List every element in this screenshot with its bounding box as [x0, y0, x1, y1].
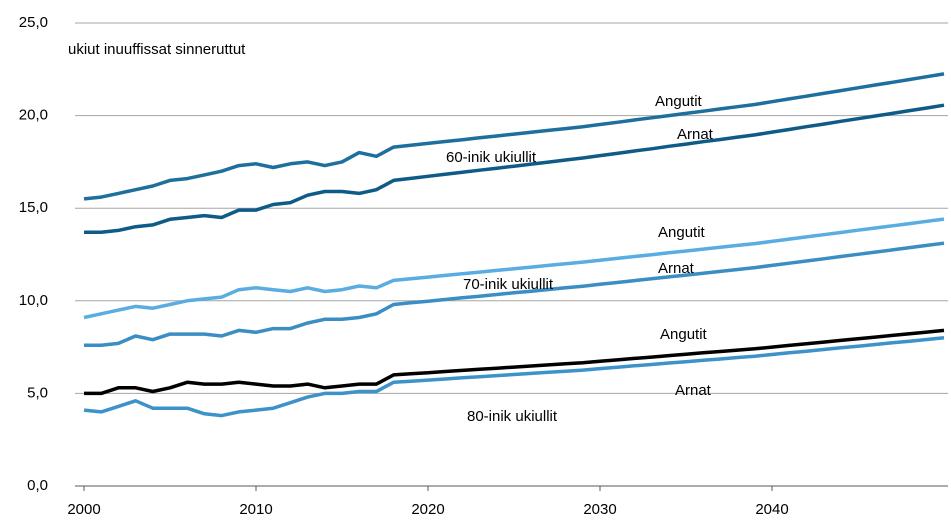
y-tick-label: 20,0 [19, 107, 48, 124]
x-tick-label: 2030 [583, 501, 616, 518]
series-line [84, 103, 945, 235]
x-tick-label: 2000 [67, 501, 100, 518]
y-tick-label: 10,0 [19, 292, 48, 309]
series-line [84, 328, 945, 396]
series-label: Angutit [655, 93, 703, 110]
x-tick-label: 2040 [755, 501, 788, 518]
series-line [83, 217, 945, 320]
annotation: 60-inik ukiullit [446, 149, 537, 166]
series-label: Arnat [658, 260, 695, 277]
series-line [83, 72, 945, 201]
annotation: 70-inik ukiullit [463, 276, 554, 293]
y-tick-label: 15,0 [19, 199, 48, 216]
y-tick-label: 0,0 [27, 477, 48, 494]
annotation: 80-inik ukiullit [467, 408, 558, 425]
series-label: Angutit [658, 224, 706, 241]
series-label: Arnat [675, 382, 712, 399]
y-tick-label: 5,0 [27, 384, 48, 401]
y-axis-label: ukiut inuuffissat sinneruttut [68, 41, 246, 58]
x-tick-label: 2020 [411, 501, 444, 518]
y-tick-label: 25,0 [19, 14, 48, 31]
series-line [83, 336, 945, 418]
x-tick-label: 2010 [239, 501, 272, 518]
series-line [84, 241, 945, 347]
series-label: Angutit [660, 326, 708, 343]
series-label: Arnat [677, 126, 714, 143]
